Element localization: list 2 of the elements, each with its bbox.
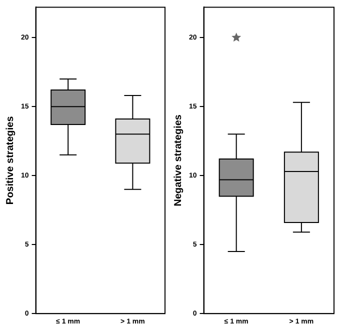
y-axis-title: Positive strategies bbox=[4, 116, 16, 205]
y-axis-title: Negative strategies bbox=[172, 114, 184, 206]
